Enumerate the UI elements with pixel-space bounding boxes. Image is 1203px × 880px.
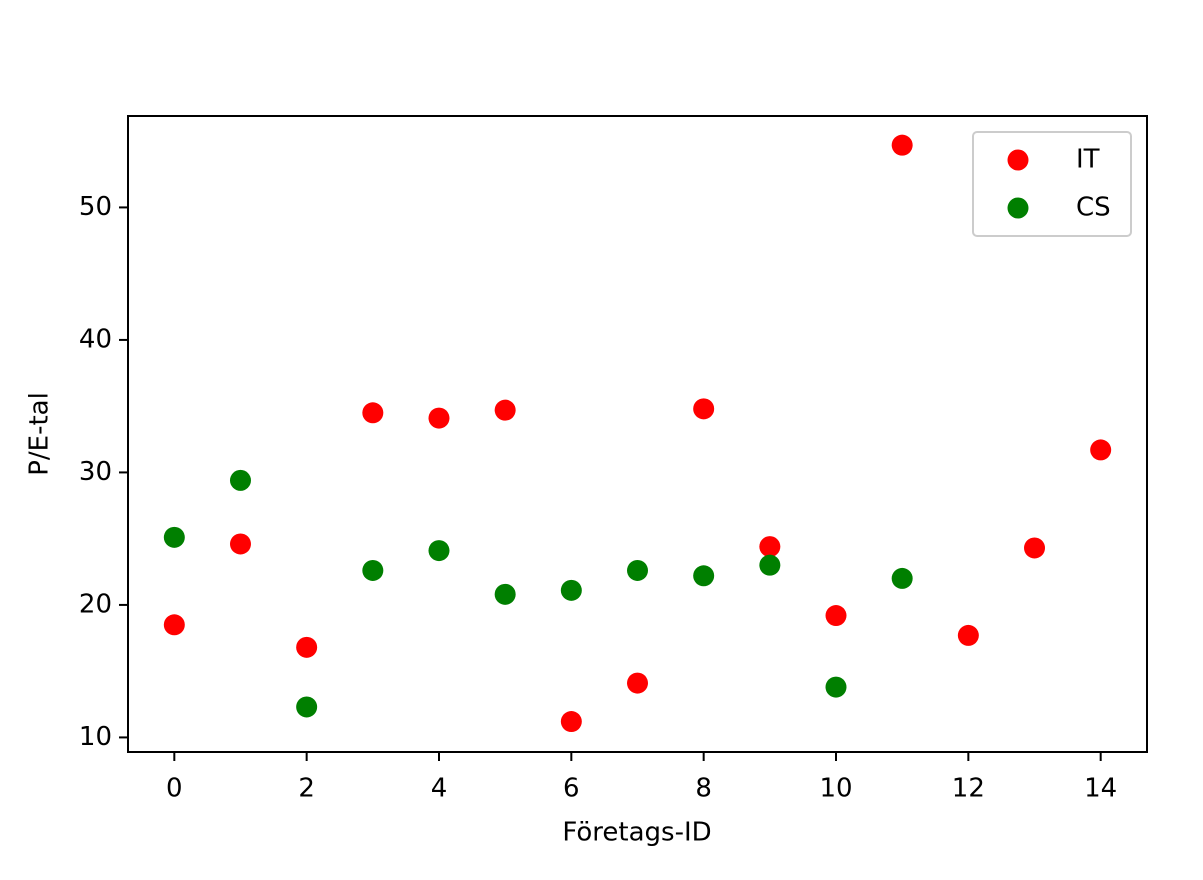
point <box>825 605 847 627</box>
point <box>428 540 450 562</box>
point <box>428 407 450 429</box>
x-tick-label: 14 <box>1084 774 1117 804</box>
point <box>759 554 781 576</box>
point <box>560 711 582 733</box>
x-tick-label: 4 <box>431 774 448 804</box>
point <box>229 533 251 555</box>
point <box>560 579 582 601</box>
x-axis-label: Företags-ID <box>562 818 711 848</box>
point <box>163 526 185 548</box>
x-tick-label: 6 <box>563 774 580 804</box>
x-tick-label: 8 <box>695 774 712 804</box>
x-tick-label: 10 <box>819 774 852 804</box>
point <box>1024 537 1046 559</box>
point <box>891 134 913 156</box>
legend-marker <box>1007 149 1029 171</box>
y-tick-label: 20 <box>79 589 112 619</box>
point <box>957 624 979 646</box>
y-tick-label: 30 <box>79 457 112 487</box>
y-tick-label: 10 <box>79 722 112 752</box>
point <box>891 567 913 589</box>
legend-marker <box>1007 197 1029 219</box>
plot-frame <box>127 115 1148 753</box>
point <box>693 565 715 587</box>
point <box>494 583 516 605</box>
x-tick-label: 2 <box>298 774 315 804</box>
point <box>1090 439 1112 461</box>
point <box>296 636 318 658</box>
point <box>627 672 648 694</box>
point <box>229 469 251 491</box>
point <box>693 398 715 420</box>
point <box>825 676 847 698</box>
point <box>362 402 384 424</box>
point <box>296 696 318 718</box>
legend-label: IT <box>1076 145 1100 175</box>
y-axis-label: P/E-tal <box>25 392 55 476</box>
x-tick-label: 12 <box>952 774 985 804</box>
point <box>759 536 781 558</box>
point <box>163 614 185 636</box>
point <box>494 399 516 421</box>
point <box>627 559 648 581</box>
point <box>362 559 384 581</box>
y-tick-label: 40 <box>79 324 112 354</box>
y-tick-label: 50 <box>79 192 112 222</box>
x-tick-label: 0 <box>166 774 183 804</box>
legend-label: CS <box>1076 193 1111 223</box>
